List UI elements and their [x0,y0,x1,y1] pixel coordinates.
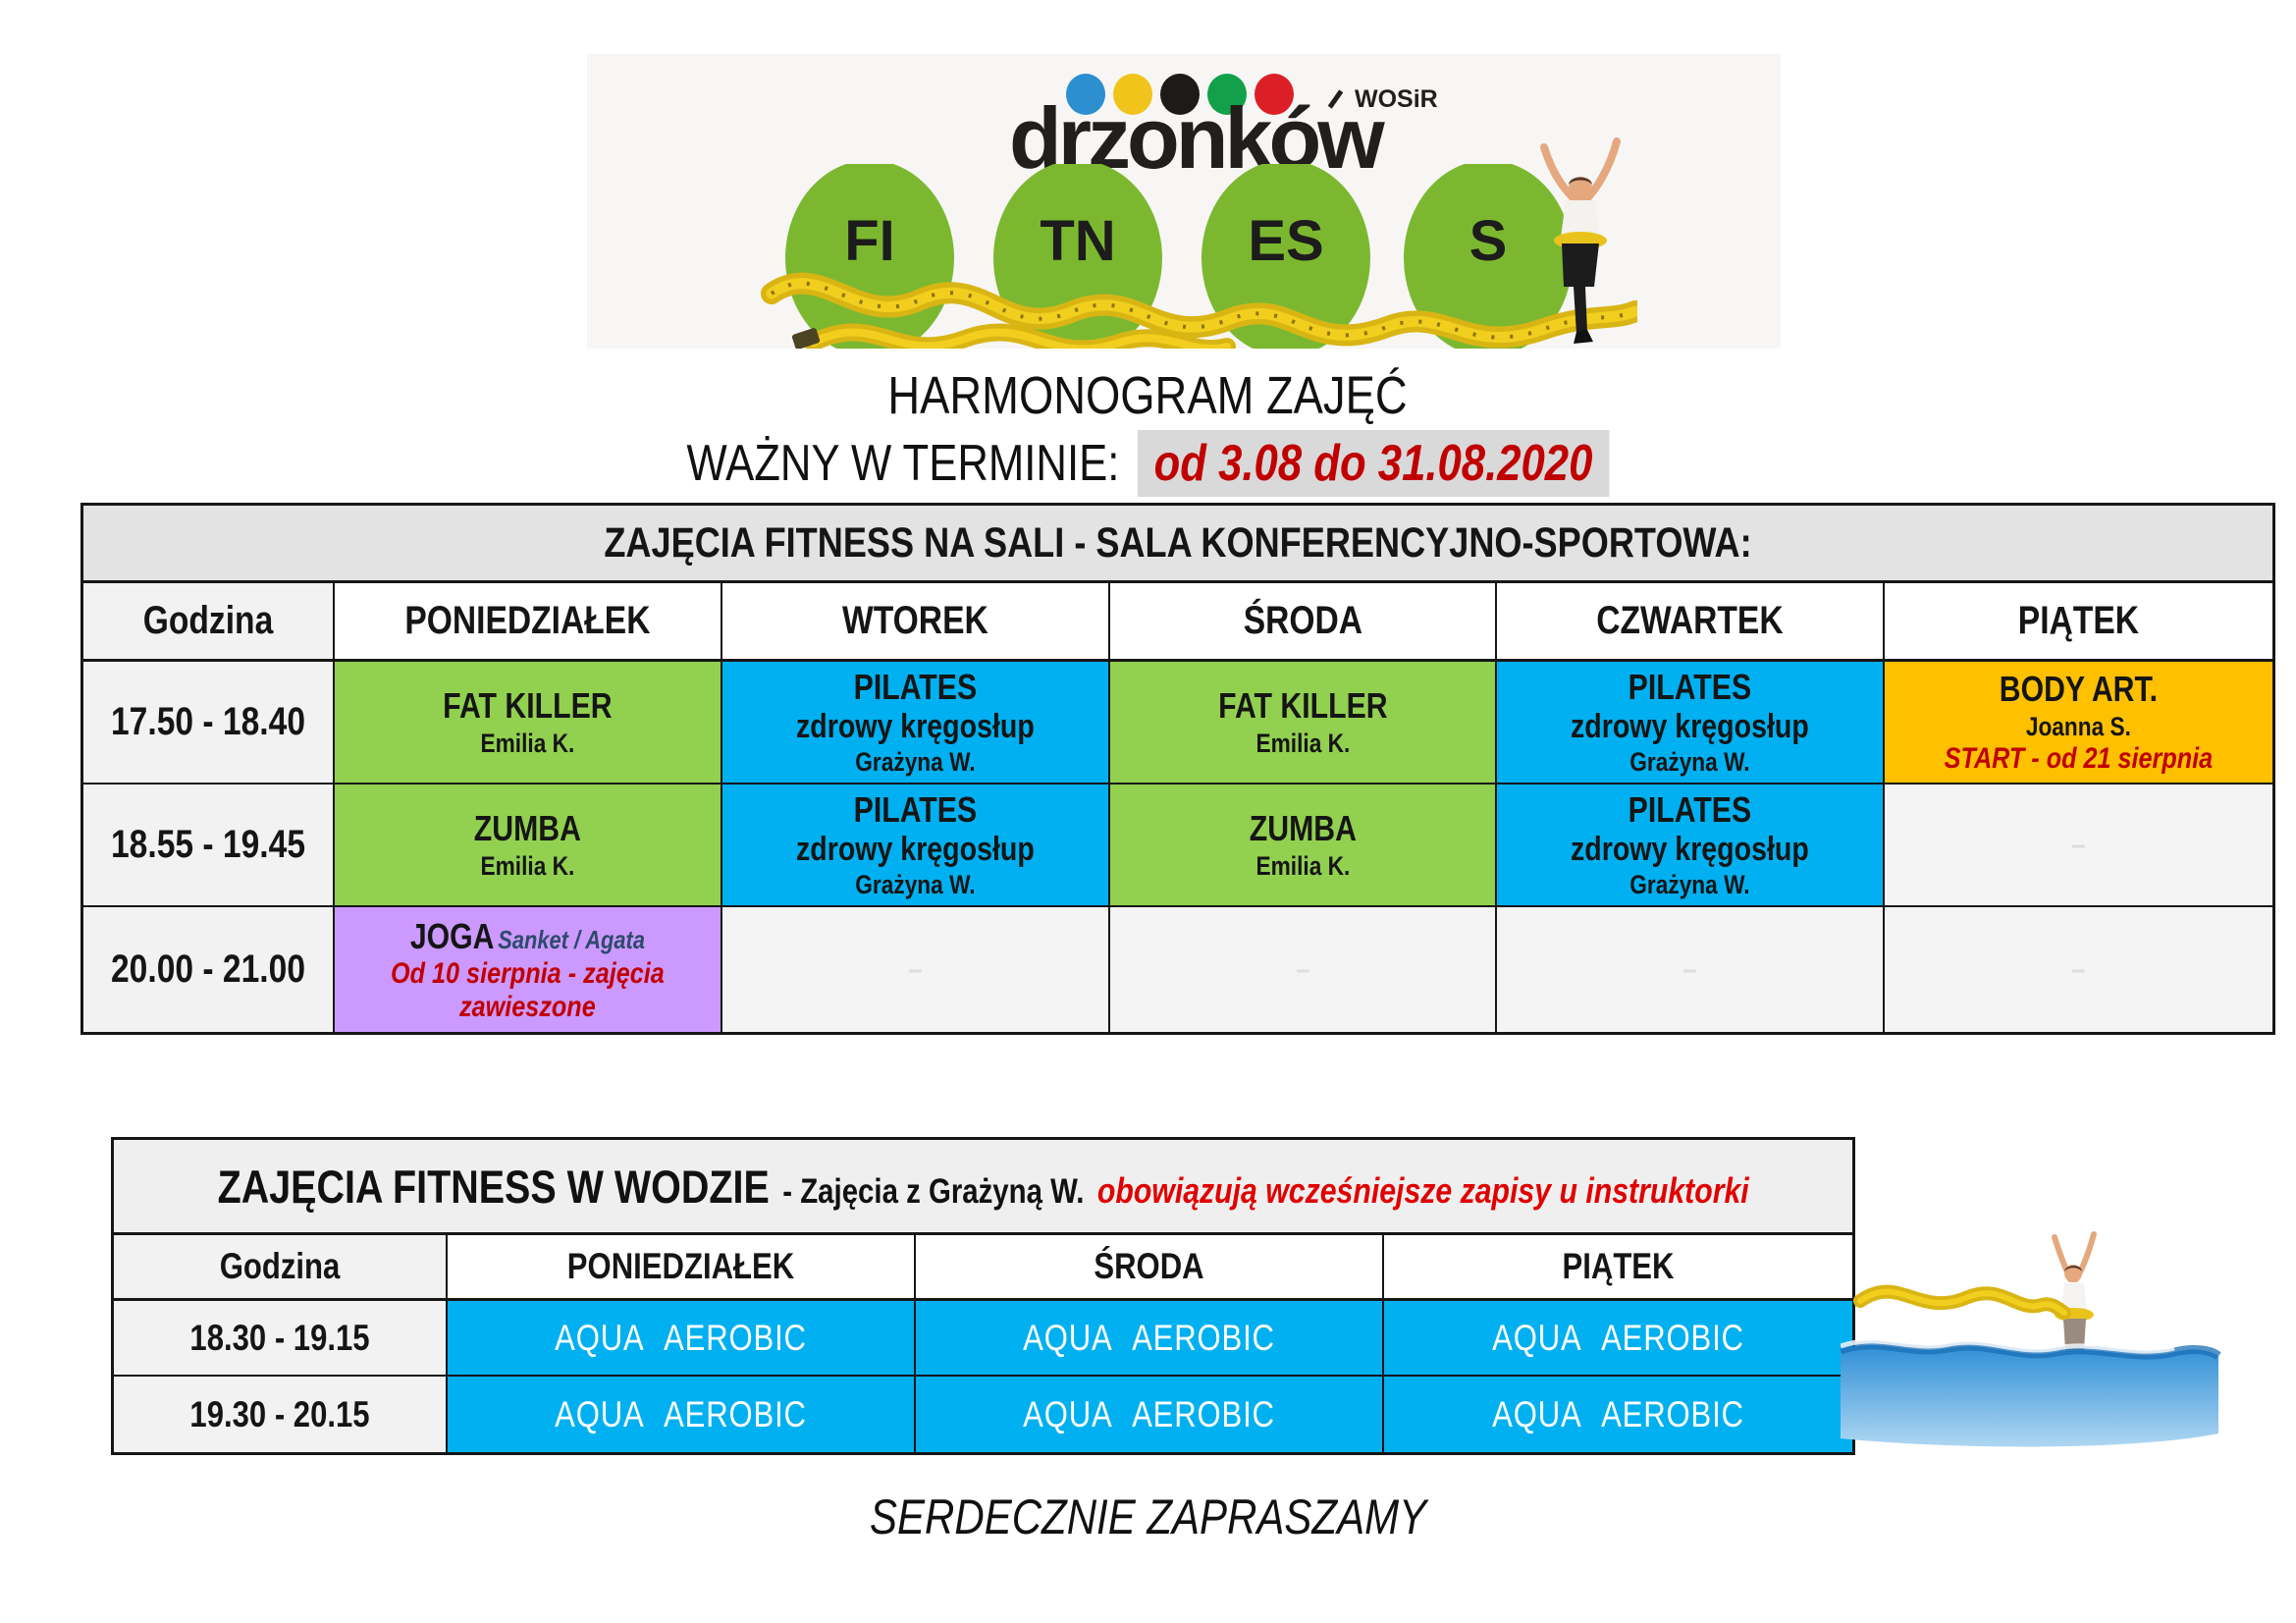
page-title: HARMONOGRAM ZAJĘĆ [887,366,1409,425]
cell-aqua-r2-monday: AQUA AEROBIC [448,1377,916,1452]
logo-dot-black [1160,74,1200,115]
water-title-sub: - Zajęcia z Grażyną W. [782,1171,1085,1211]
cell-r2-thursday-pilates: PILATES zdrowy kręgosłup Grażyna W. [1497,784,1886,907]
logo-dots [1066,74,1294,115]
hall-col-godzina: Godzina [83,583,335,662]
cell-r1-friday-bodyart: BODY ART. Joanna S. START - od 21 sierpn… [1885,662,2272,784]
aqua-swimmer-image [1841,1231,2221,1447]
logo-org-label: WOSiR [1355,85,1438,113]
drzonkow-logo: drzonków WOSiR [1009,60,1461,217]
water-col-poniedzialek: PONIEDZIAŁEK [448,1235,916,1301]
footer-message: SERDECZNIE ZAPRASZAMY [869,1489,1427,1544]
cell-aqua-r1-friday: AQUA AEROBIC [1384,1301,1852,1377]
cell-r3-monday-joga: JOGA Sanket / Agata Od 10 sierpnia - zaj… [335,907,722,1032]
cell-aqua-r2-wednesday: AQUA AEROBIC [916,1377,1384,1452]
cell-r1-thursday-pilates: PILATES zdrowy kręgosłup Grażyna W. [1497,662,1886,784]
logo-dot-green [1207,74,1247,115]
cell-r1-tuesday-pilates: PILATES zdrowy kręgosłup Grażyna W. [721,662,1110,784]
hall-col-czwartek: CZWARTEK [1497,583,1886,662]
hall-table-title: ZAJĘCIA FITNESS NA SALI - SALA KONFERENC… [604,518,1752,567]
water-col-godzina: Godzina [114,1235,448,1301]
hall-time-r2: 18.55 - 19.45 [83,784,335,907]
cell-aqua-r1-monday: AQUA AEROBIC [448,1301,916,1377]
fitness-circles-graphic: FI TN ES S [761,164,1637,349]
circle-letter-tn: TN [1040,209,1115,273]
water-table-title: ZAJĘCIA FITNESS W WODZIE - Zajęcia z Gra… [217,1160,1748,1214]
fitness-circle-3 [1201,164,1370,349]
hall-col-piatek: PIĄTEK [1885,583,2272,662]
cell-r1-wednesday-fatkiller: FAT KILLER Emilia K. [1109,662,1498,784]
cell-r2-monday-zumba: ZUMBA Emilia K. [335,784,722,907]
cell-r3-friday-empty: – [1885,907,2272,1032]
cell-r1-monday-fatkiller: FAT KILLER Emilia K. [335,662,722,784]
validity-line: WAŻNY W TERMINIE: od 3.08 do 31.08.2020 [687,430,1610,497]
water-time-r1: 18.30 - 19.15 [114,1301,448,1377]
joga-title: JOGA [409,915,495,956]
joga-note: Od 10 sierpnia - zajęcia zawieszone [391,957,665,1023]
circle-letter-es: ES [1248,209,1323,273]
water-col-sroda: ŚRODA [916,1235,1384,1301]
hall-col-wtorek: WTOREK [721,583,1110,662]
cell-aqua-r2-friday: AQUA AEROBIC [1384,1377,1852,1452]
joga-instructors: Sanket / Agata [498,924,645,954]
fitness-circle-4 [1404,164,1573,349]
circle-letter-s: S [1469,209,1508,273]
cell-r2-tuesday-pilates: PILATES zdrowy kręgosłup Grażyna W. [721,784,1110,907]
validity-value: od 3.08 do 31.08.2020 [1137,430,1610,497]
cell-r3-thursday-empty: – [1497,907,1886,1032]
hall-time-r3: 20.00 - 21.00 [83,907,335,1032]
hall-col-poniedzialek: PONIEDZIAŁEK [335,583,722,662]
water-title-main: ZAJĘCIA FITNESS W WODZIE [217,1160,770,1213]
hall-schedule-table: ZAJĘCIA FITNESS NA SALI - SALA KONFERENC… [80,503,2275,1035]
circle-letter-fi: FI [844,209,895,273]
cell-aqua-r1-wednesday: AQUA AEROBIC [916,1301,1384,1377]
validity-label: WAŻNY W TERMINIE: [686,435,1120,492]
cell-r3-wednesday-empty: – [1109,907,1498,1032]
logo-dot-red [1255,74,1294,115]
measuring-tape-graphic [761,272,1637,349]
water-title-warning: obowiązują wcześniejsze zapisy u instruk… [1096,1169,1749,1211]
dancer-image [1540,137,1621,344]
hall-time-r1: 17.50 - 18.40 [83,662,335,784]
logo-dot-yellow [1113,74,1152,115]
logo-dot-blue [1066,74,1105,115]
hall-col-sroda: ŚRODA [1109,583,1498,662]
water-time-r2: 19.30 - 20.15 [114,1377,448,1452]
cell-r2-friday-empty: – [1885,784,2272,907]
fitness-banner: drzonków WOSiR FI TN ES S [587,54,1781,349]
cell-r2-wednesday-zumba: ZUMBA Emilia K. [1109,784,1498,907]
cell-r3-tuesday-empty: – [721,907,1110,1032]
water-schedule-table: ZAJĘCIA FITNESS W WODZIE - Zajęcia z Gra… [111,1137,1855,1455]
water-col-piatek: PIĄTEK [1384,1235,1852,1301]
